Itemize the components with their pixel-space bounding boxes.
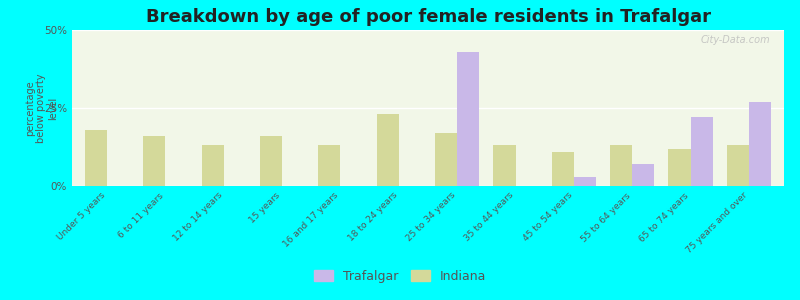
Y-axis label: percentage
below poverty
level: percentage below poverty level: [25, 73, 58, 143]
Bar: [632, 164, 654, 186]
Bar: [260, 136, 282, 186]
Bar: [85, 130, 107, 186]
Bar: [574, 177, 596, 186]
Legend: Trafalgar, Indiana: Trafalgar, Indiana: [309, 265, 491, 288]
Bar: [377, 114, 399, 186]
Bar: [143, 136, 166, 186]
Title: Breakdown by age of poor female residents in Trafalgar: Breakdown by age of poor female resident…: [146, 8, 710, 26]
Bar: [690, 117, 713, 186]
Bar: [457, 52, 479, 186]
Bar: [669, 148, 690, 186]
Bar: [610, 146, 632, 186]
Bar: [749, 102, 771, 186]
Text: City-Data.com: City-Data.com: [700, 35, 770, 45]
Bar: [202, 146, 224, 186]
Bar: [727, 146, 749, 186]
Bar: [494, 146, 515, 186]
Bar: [552, 152, 574, 186]
Bar: [318, 146, 341, 186]
Bar: [435, 133, 457, 186]
